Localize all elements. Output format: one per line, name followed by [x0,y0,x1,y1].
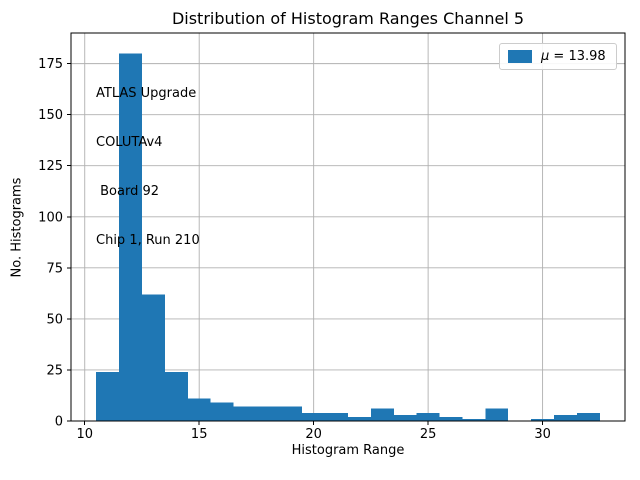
y-axis-label: No. Histograms [9,177,25,278]
histogram-bar [302,412,326,421]
annotation-line-2: COLUTAv4 [96,135,163,151]
legend-color-swatch [508,50,532,63]
legend-label: μ = 13.98 [541,49,606,64]
histogram-bar [187,398,211,421]
legend: μ = 13.98 [499,43,617,70]
histogram-bar [393,414,417,421]
histogram-bar [164,371,188,421]
x-tick-label: 20 [305,427,322,442]
y-tick-label: 100 [38,210,63,225]
histogram-bar [96,371,120,421]
histogram-bar [119,53,142,421]
histogram-bar [233,406,257,421]
y-tick-label: 0 [55,415,63,430]
histogram-bar [485,408,509,421]
y-tick-label: 175 [38,57,63,72]
y-tick-label: 25 [46,363,63,378]
histogram-bar [348,416,371,421]
mu-symbol: μ [541,49,550,64]
plot-border [70,32,626,422]
histogram-bar [462,418,486,421]
y-tick-label: 125 [38,159,63,174]
y-tick-label: 50 [46,312,63,327]
histogram-bar [554,414,577,421]
histogram-bar [576,412,600,421]
histogram-bar [531,418,555,421]
histogram-bar [370,408,394,421]
mu-value: = 13.98 [549,49,606,64]
annotation-line-3: Board 92 [96,184,160,200]
x-axis-label: Histogram Range [291,443,405,458]
annotation-line-1: ATLAS Upgrade [96,85,197,101]
y-tick-label: 75 [46,261,63,276]
histogram-bar [256,406,280,421]
chart-title: Distribution of Histogram Ranges Channel… [171,9,525,28]
histogram-bar [439,416,463,421]
annotation-text: ATLAS Upgrade COLUTAv4 Board 92 Chip 1, … [96,53,200,283]
histogram-bar [325,412,348,421]
x-tick-label: 30 [534,427,551,442]
x-tick-label: 10 [76,427,93,442]
x-tick-label: 25 [420,427,437,442]
histogram-bar [210,402,234,421]
histogram-bar [416,412,440,421]
annotation-line-4: Chip 1, Run 210 [96,233,200,249]
histogram-bar [279,406,303,421]
histogram-bar [141,294,165,421]
x-tick-label: 15 [191,427,208,442]
y-tick-label: 150 [38,108,63,123]
